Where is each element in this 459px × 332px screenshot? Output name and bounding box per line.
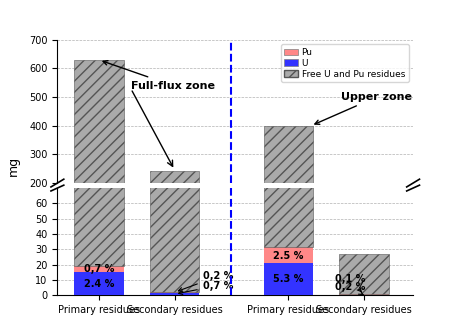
Text: 0,2 %: 0,2 % [179, 271, 233, 291]
Text: 0,7 %: 0,7 % [179, 281, 233, 294]
Bar [150, 171, 199, 240]
Bar [74, 0, 123, 266]
Bar [263, 231, 313, 234]
Bar [263, 0, 313, 247]
Text: 2.4 %: 2.4 % [84, 279, 114, 289]
Bar [339, 232, 388, 240]
Bar [74, 60, 123, 235]
Text: 0,1 %: 0,1 % [335, 275, 365, 291]
Text: mg: mg [7, 156, 20, 176]
Bar [150, 0, 199, 292]
Text: 0,7 %: 0,7 % [84, 264, 114, 274]
Legend: Pu, U, Free U and Pu residues: Pu, U, Free U and Pu residues [281, 44, 409, 82]
Text: 5.3 %: 5.3 % [273, 274, 303, 285]
Bar [339, 254, 388, 294]
Text: Upper zone: Upper zone [315, 92, 412, 124]
Text: 0,2 %: 0,2 % [335, 282, 365, 295]
Bar [339, 294, 388, 295]
Bar [263, 247, 313, 263]
Bar [150, 293, 199, 295]
Bar [74, 236, 123, 240]
Text: 2.5 %: 2.5 % [273, 251, 303, 261]
Bar [74, 273, 123, 295]
Text: Full-flux zone: Full-flux zone [103, 61, 215, 91]
Bar [263, 234, 313, 240]
Bar [150, 292, 199, 293]
Bar [263, 126, 313, 231]
Bar [74, 235, 123, 236]
Bar [263, 263, 313, 295]
Bar [74, 266, 123, 273]
